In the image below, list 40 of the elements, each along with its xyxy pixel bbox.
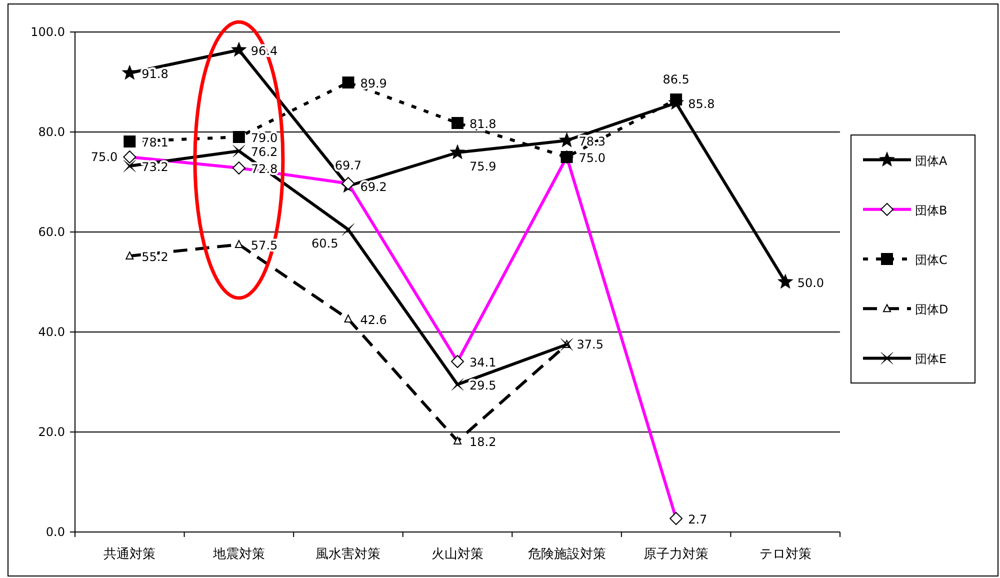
data-label: 75.0	[90, 150, 118, 164]
data-label: 86.5	[662, 72, 690, 86]
data-label: 34.1	[470, 356, 496, 370]
data-label: 69.7	[334, 158, 362, 172]
data-label: 91.8	[142, 67, 168, 81]
y-tick-label: 20.0	[38, 425, 65, 439]
data-label: 2.7	[688, 512, 708, 526]
data-label: 50.0	[797, 276, 824, 290]
y-tick-label: 80.0	[38, 125, 65, 139]
data-label: 18.2	[470, 435, 496, 449]
data-label: 85.8	[688, 97, 715, 111]
x-tick-label: 原子力対策	[644, 546, 709, 562]
legend-label: 団体B	[915, 203, 948, 218]
legend-label: 団体E	[915, 352, 947, 366]
data-label: 89.9	[360, 76, 387, 90]
data-label: 29.5	[470, 378, 496, 392]
y-tick-label: 60.0	[38, 225, 65, 239]
data-label: 37.5	[576, 338, 604, 352]
x-tick-label: 共通対策	[104, 546, 156, 562]
data-label: 75.9	[470, 160, 496, 174]
data-label: 42.6	[360, 313, 387, 327]
x-tick-label: 地震対策	[212, 546, 265, 562]
data-label: 81.8	[470, 117, 496, 131]
data-label: 76.2	[250, 145, 278, 159]
data-label: 78.3	[578, 134, 606, 148]
legend-label: 団体C	[915, 253, 948, 267]
data-label: 78.1	[142, 136, 168, 150]
y-tick-label: 100.0	[30, 25, 65, 39]
legend-label: 団体A	[915, 154, 948, 168]
x-tick-label: テロ対策	[759, 546, 812, 562]
data-label: 60.5	[311, 236, 338, 250]
x-tick-label: 危険施設対策	[528, 546, 606, 562]
y-tick-label: 40.0	[38, 325, 65, 339]
data-label: 75.0	[578, 151, 606, 165]
legend-label: 団体D	[915, 302, 948, 317]
x-tick-label: 風水害対策	[316, 546, 381, 562]
data-label: 69.2	[360, 180, 387, 194]
x-tick-label: 火山対策	[432, 546, 484, 562]
y-tick-label: 0.0	[46, 525, 65, 539]
data-label: 79.0	[250, 131, 278, 145]
